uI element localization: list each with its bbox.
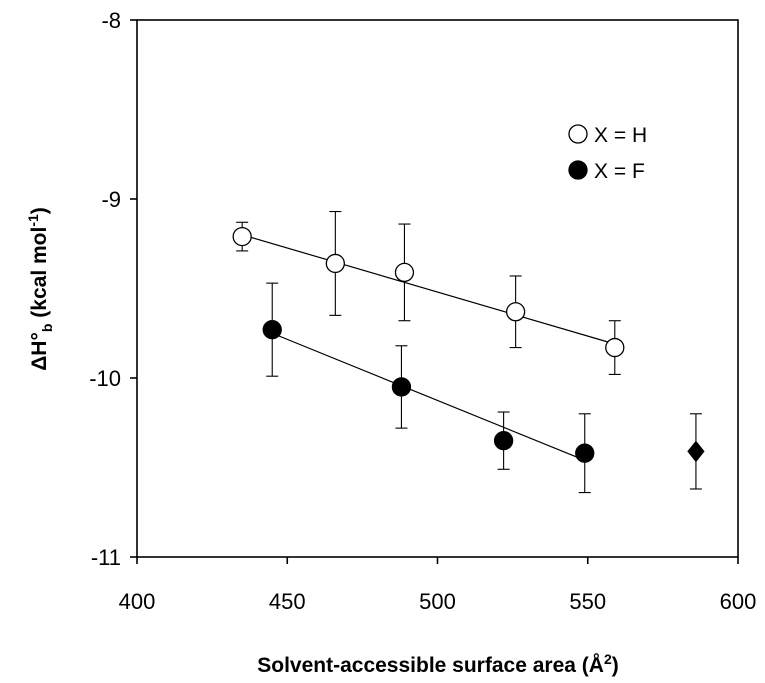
legend-label-x-f: X = F — [594, 160, 645, 183]
data-point-diamond — [687, 440, 705, 463]
x-tick-label: 600 — [720, 589, 757, 614]
legend-marker-x-f — [568, 160, 588, 180]
fit-line-series-1 — [271, 332, 585, 461]
x-tick-label: 500 — [419, 589, 456, 614]
plot-frame — [136, 19, 739, 558]
y-tick-label: -9 — [101, 187, 121, 212]
fit-lines — [242, 234, 615, 461]
x-axis-title-sup: 2 — [604, 651, 612, 667]
y-axis-title-sub: b — [39, 324, 55, 333]
y-tick-label: -10 — [89, 366, 121, 391]
y-axis-title-mid: (kcal mol — [28, 227, 51, 324]
data-point-x-h — [325, 253, 345, 274]
data-point-x-f — [493, 430, 514, 451]
data-point-x-f — [391, 377, 412, 397]
x-axis-title-suffix: ) — [612, 654, 619, 677]
data-point-x-f — [575, 443, 595, 463]
legend: X = H X = F — [568, 124, 647, 183]
data-point-x-h — [505, 302, 526, 322]
x-tick-label: 450 — [269, 589, 306, 614]
fit-line-series-0 — [242, 234, 615, 345]
data-point-x-h — [394, 262, 415, 283]
x-tick-label: 400 — [119, 589, 156, 614]
y-axis-title: ΔH°b (kcal mol-1) — [25, 207, 55, 371]
legend-label-x-h: X = H — [594, 124, 647, 147]
data-point-x-h — [232, 226, 252, 247]
data-point-x-f — [262, 320, 282, 340]
y-tick-label: -8 — [101, 8, 121, 33]
data-points — [232, 226, 705, 463]
y-axis-title-suffix: ) — [28, 207, 51, 214]
axis-ticks: -8 -9 -10 -11 400 450 500 550 600 — [89, 8, 756, 614]
x-axis-title-main: Solvent-accessible surface area (Å — [257, 653, 604, 677]
data-point-x-h — [605, 337, 625, 358]
x-axis-title: Solvent-accessible surface area (Å2) — [257, 651, 618, 677]
y-tick-label: -11 — [91, 545, 121, 570]
y-axis-title-sup: -1 — [25, 214, 41, 227]
legend-marker-x-h — [568, 124, 588, 144]
plot-area-border — [136, 19, 739, 558]
x-tick-label: 550 — [569, 589, 606, 614]
y-axis-title-main: ΔH° — [28, 332, 51, 371]
